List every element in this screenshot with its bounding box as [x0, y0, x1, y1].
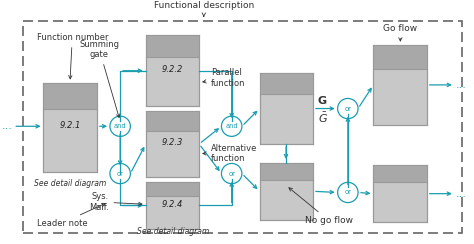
Text: 9.2.3: 9.2.3 [162, 138, 183, 147]
Text: Go flow: Go flow [383, 24, 418, 41]
Bar [146, 111, 199, 177]
Text: 9.2.1: 9.2.1 [60, 121, 81, 130]
Text: G: G [318, 96, 327, 106]
Bar [260, 73, 313, 144]
Bar [374, 165, 427, 182]
Text: $\bar{G}$: $\bar{G}$ [318, 111, 328, 125]
Bar [260, 163, 313, 180]
Text: Summing
gate: Summing gate [79, 40, 120, 118]
Text: 9.2.2: 9.2.2 [162, 65, 183, 74]
Text: or: or [345, 190, 351, 195]
Ellipse shape [337, 182, 358, 203]
Bar [374, 45, 427, 125]
Bar [44, 82, 97, 110]
Text: Functional description: Functional description [154, 1, 254, 16]
Text: See detail diagram: See detail diagram [34, 179, 107, 188]
Text: ...: ... [456, 189, 467, 199]
Bar [44, 82, 97, 172]
Text: ...: ... [1, 121, 12, 131]
Text: Parallel
function: Parallel function [203, 68, 245, 88]
Bar [146, 182, 199, 196]
Ellipse shape [110, 163, 130, 184]
Text: 9.2.4: 9.2.4 [162, 200, 183, 209]
Text: and: and [225, 123, 238, 129]
Bar [23, 21, 462, 233]
Text: Alternative
function: Alternative function [203, 144, 257, 163]
Ellipse shape [110, 116, 130, 136]
Bar [260, 73, 313, 94]
Text: or: or [228, 171, 235, 177]
Text: No go flow: No go flow [289, 188, 353, 225]
Ellipse shape [337, 98, 358, 119]
Ellipse shape [221, 163, 242, 184]
Bar [146, 35, 199, 57]
Text: or: or [345, 106, 351, 112]
Bar [146, 111, 199, 131]
Text: Function number: Function number [36, 33, 108, 79]
Text: Leader note: Leader note [36, 203, 105, 228]
Text: ...: ... [456, 80, 467, 90]
Bar [146, 182, 199, 229]
Ellipse shape [221, 116, 242, 136]
Bar [374, 45, 427, 69]
Text: or: or [117, 171, 124, 177]
Text: Sys.
Malf.: Sys. Malf. [89, 192, 142, 212]
Bar [260, 163, 313, 220]
Text: See detail diagram: See detail diagram [137, 227, 210, 236]
Bar [146, 35, 199, 106]
Bar [374, 165, 427, 222]
Text: and: and [114, 123, 127, 129]
